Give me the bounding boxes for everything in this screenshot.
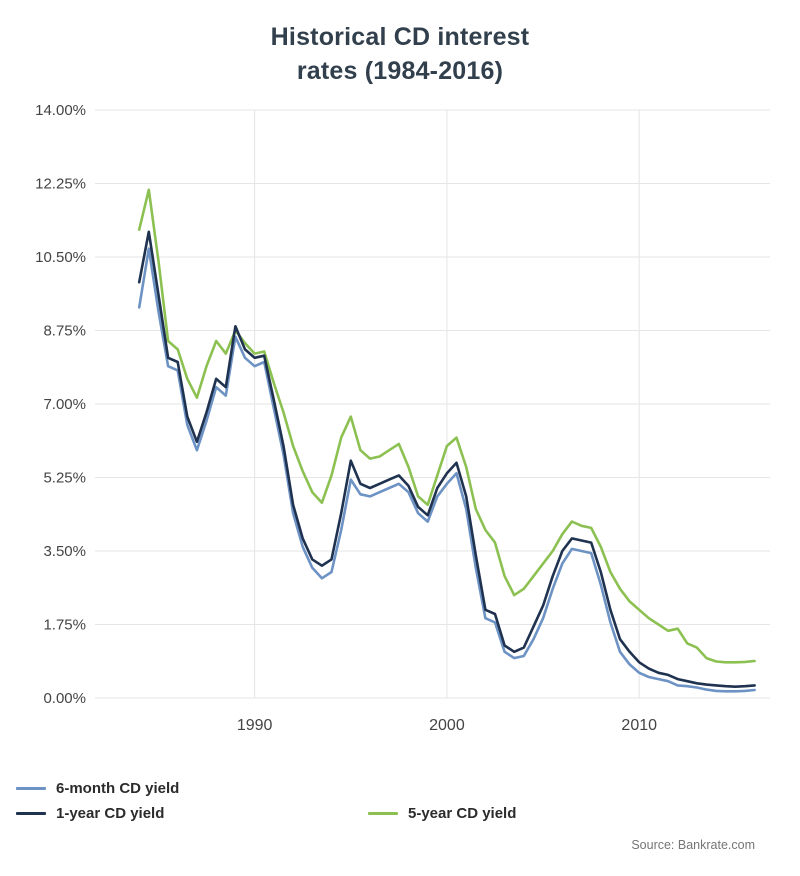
legend-label-1-year: 1-year CD yield xyxy=(56,805,165,822)
y-axis-tick-label: 10.50% xyxy=(35,249,86,266)
source-attribution: Source: Bankrate.com xyxy=(631,838,755,852)
y-axis-tick-label: 1.75% xyxy=(43,617,86,634)
legend-swatch-5-year xyxy=(368,812,398,815)
chart-title-line1: Historical CD interest xyxy=(270,23,530,51)
legend-label-5-year: 5-year CD yield xyxy=(408,805,517,822)
y-axis-tick-label: 8.75% xyxy=(43,323,86,340)
x-axis-tick-label: 1990 xyxy=(237,717,273,734)
chart-title: Historical CD interest rates (1984-2016) xyxy=(0,0,800,88)
series-line-1-year-cd-yield xyxy=(137,230,756,689)
legend-item-1-year-cd-yield: 1-year CD yield xyxy=(16,805,368,822)
x-axis-tick-label: 2000 xyxy=(429,717,465,734)
legend-swatch-1-year xyxy=(16,812,46,815)
y-axis-tick-label: 5.25% xyxy=(43,470,86,487)
y-axis-tick-label: 3.50% xyxy=(43,543,86,560)
x-axis-tick-label: 2010 xyxy=(621,717,657,734)
y-axis-tick-label: 14.00% xyxy=(35,102,86,119)
y-axis-tick-label: 7.00% xyxy=(43,396,86,413)
legend-swatch-6-month xyxy=(16,787,46,790)
legend-item-5-year-cd-yield: 5-year CD yield xyxy=(368,805,800,822)
chart-title-line2: rates (1984-2016) xyxy=(296,57,504,85)
legend-item-6-month-cd-yield: 6-month CD yield xyxy=(16,780,368,797)
legend-label-6-month: 6-month CD yield xyxy=(56,780,180,797)
y-axis-tick-label: 12.25% xyxy=(35,176,86,193)
chart-legend: 6-month CD yield 1-year CD yield 5-year … xyxy=(0,768,800,822)
cd-rates-line-chart: 0.00% 1.75% 3.50% 5.25% 7.00% 8.75% 10.50% 12.2… xyxy=(35,102,770,734)
series-line-6-month-cd-yield xyxy=(137,247,756,693)
y-axis-tick-label: 0.00% xyxy=(43,690,86,707)
